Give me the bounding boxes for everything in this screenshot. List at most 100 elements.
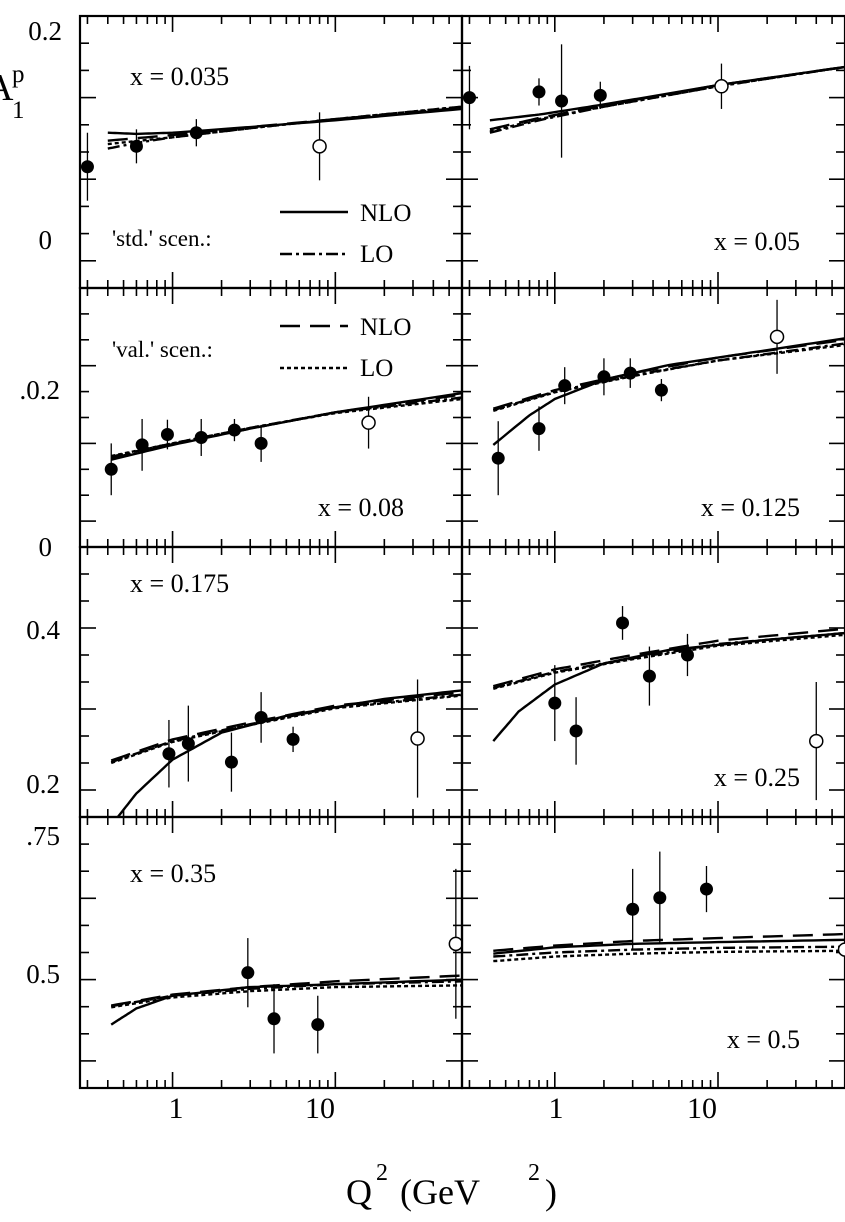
panels-group: x = 0.035 x = 0.05 x = 0.08 x = 0.125 x = 0.… (78, 14, 845, 1090)
data-point-filled (104, 462, 118, 476)
data-point-filled (569, 724, 583, 738)
data-point-filled (267, 1012, 281, 1026)
curves-group (492, 337, 845, 446)
x-axis-label: Q (346, 1172, 372, 1212)
data-point-filled (80, 160, 94, 174)
curves-group (492, 627, 845, 742)
panel: x = 0.5 (460, 815, 845, 1090)
curve-val-nlo (110, 393, 462, 460)
curves-group (110, 689, 462, 817)
data-point-filled (129, 139, 143, 153)
curves-group (489, 65, 845, 134)
y-axis-label-sup: p (12, 61, 25, 88)
points-group (462, 44, 729, 158)
data-point-open (448, 936, 462, 952)
data-point-filled (654, 383, 668, 397)
panel: x = 0.125 (460, 286, 845, 549)
x-axis-label-unit-close: ) (545, 1172, 557, 1212)
curves-group (493, 932, 845, 963)
panel-label: x = 0.08 (318, 493, 404, 522)
data-point-filled (532, 85, 546, 99)
data-point-filled (699, 882, 713, 896)
curves-group (110, 974, 462, 1026)
data-point-open (361, 415, 376, 430)
curve-std-lo (492, 342, 845, 412)
panel-label: x = 0.5 (727, 1025, 800, 1054)
data-point-filled (491, 451, 505, 465)
points-group (241, 868, 462, 1054)
curve-std-nlo (110, 978, 462, 1026)
panel-label: x = 0.125 (701, 493, 800, 522)
curves-group (107, 105, 462, 150)
curve-std-nlo (492, 337, 845, 446)
data-point-filled (189, 126, 203, 140)
panel: x = 0.35 (78, 815, 464, 1090)
points-group (162, 679, 425, 798)
x-axis-label-unit: (GeV (400, 1172, 480, 1212)
data-point-filled (241, 966, 255, 980)
legend-std-label: 'std.' scen.: (112, 226, 212, 251)
panel: x = 0.25 (460, 545, 845, 819)
data-point-filled (680, 648, 694, 662)
curve-std-nlo (492, 631, 845, 742)
ytick-label: 0 (39, 225, 53, 255)
ytick-label: .0.2 (20, 375, 61, 405)
data-point-filled (160, 428, 174, 442)
curve-std-lo (489, 65, 845, 134)
y-axis-label: A (0, 67, 14, 109)
data-point-open (809, 733, 824, 749)
xtick-label: 1 (549, 1092, 564, 1125)
curve-val-lo (110, 694, 462, 765)
curve-val-nlo (492, 627, 845, 688)
points-group (104, 396, 376, 496)
ytick-label: 0.4 (26, 615, 60, 645)
data-point-open (769, 329, 785, 345)
y-axis-label-sub: 1 (12, 97, 25, 124)
panel-label: x = 0.05 (714, 227, 800, 256)
curve-val-lo (107, 105, 462, 146)
curve-val-lo (111, 984, 462, 1009)
data-point-filled (286, 732, 300, 746)
data-point-filled (653, 891, 667, 905)
data-point-filled (616, 616, 630, 630)
xtick-label: 1 (169, 1092, 184, 1125)
data-point-filled (135, 438, 149, 452)
curve-val-nlo (110, 974, 462, 1007)
legend-std: 'std.' scen.: NLO LO (112, 200, 411, 268)
curve-std-lo (493, 631, 845, 690)
data-point-open (312, 139, 327, 154)
points-group (548, 606, 824, 801)
data-point-filled (194, 430, 208, 444)
data-point-filled (597, 370, 611, 384)
panel-label: x = 0.35 (130, 859, 216, 888)
panel-label: x = 0.035 (130, 62, 229, 91)
data-point-filled (532, 422, 546, 436)
curve-val-nlo (492, 338, 845, 410)
data-point-open (410, 731, 425, 746)
panel-label: x = 0.25 (714, 763, 800, 792)
data-point-filled (548, 696, 562, 710)
data-point-filled (224, 755, 238, 769)
xtick-label: 10 (687, 1092, 717, 1125)
curve-val-lo (493, 949, 845, 963)
legend-std-nlo-label: NLO (360, 200, 411, 227)
data-point-filled (254, 710, 268, 724)
ytick-label: .75 (26, 821, 60, 851)
points-group (491, 299, 785, 496)
legend-val: 'val.' scen.: NLO LO (112, 314, 411, 382)
data-point-filled (181, 737, 195, 751)
data-point-filled (623, 366, 637, 380)
data-point-filled (254, 436, 268, 450)
data-point-filled (626, 902, 640, 916)
curve-val-nlo (107, 106, 462, 142)
points-group (626, 851, 845, 1025)
legend-std-lo-label: LO (360, 241, 393, 268)
legend-val-label: 'val.' scen.: (112, 337, 213, 362)
ytick-label: 0 (39, 532, 53, 562)
curves-group (110, 391, 462, 461)
points-group (80, 112, 327, 201)
panel: x = 0.05 (460, 14, 845, 290)
data-point-filled (462, 91, 476, 105)
xtick-label: 10 (305, 1092, 335, 1125)
